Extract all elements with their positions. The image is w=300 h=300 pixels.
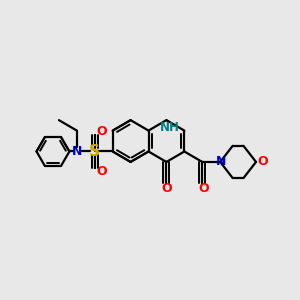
Text: O: O [198, 182, 209, 195]
Text: NH: NH [160, 121, 179, 134]
Text: N: N [216, 154, 226, 167]
Text: N: N [72, 145, 82, 158]
Text: O: O [257, 155, 268, 168]
Text: S: S [89, 144, 100, 159]
Text: O: O [96, 125, 106, 138]
Text: O: O [161, 182, 172, 195]
Text: O: O [96, 165, 106, 178]
